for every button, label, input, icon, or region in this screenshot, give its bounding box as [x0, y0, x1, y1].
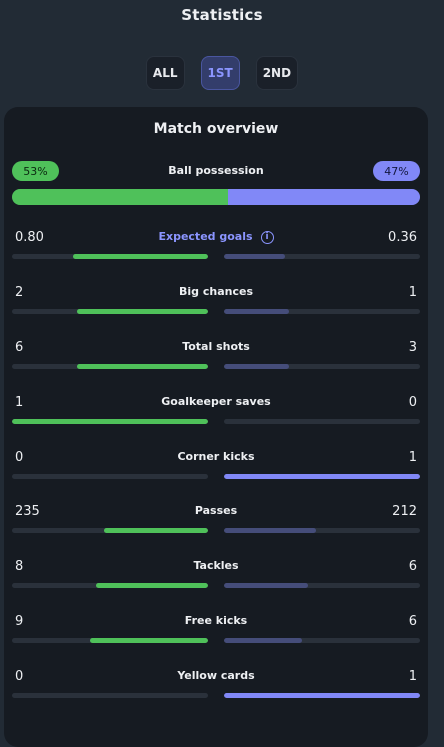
possession-bar-home: [12, 189, 229, 205]
stat-row: 6 Total shots 3: [12, 340, 420, 380]
home-bar-fill: [12, 419, 208, 424]
tab-2nd[interactable]: 2ND: [255, 56, 299, 90]
away-bar-track: [224, 528, 420, 533]
stat-label-text: Total shots: [182, 340, 250, 353]
home-bar-track: [12, 309, 208, 314]
away-bar-track: [224, 309, 420, 314]
period-tabs: ALL 1ST 2ND: [0, 56, 444, 90]
card-title: Match overview: [153, 121, 279, 137]
home-bar-fill: [90, 638, 208, 643]
stat-label: Free kicks: [12, 614, 420, 627]
stat-label-text: Yellow cards: [177, 669, 255, 682]
stat-label: Big chances: [12, 285, 420, 298]
home-value: 235: [15, 504, 40, 519]
stat-label-text: Goalkeeper saves: [161, 395, 271, 408]
page-title: Statistics: [181, 6, 263, 24]
home-value: 0: [15, 450, 24, 465]
possession-bar-away: [228, 189, 420, 205]
home-bar-track: [12, 693, 208, 698]
away-bar-track: [224, 638, 420, 643]
away-value: 1: [408, 285, 417, 300]
home-bar-track: [12, 364, 208, 369]
away-value: 6: [408, 559, 417, 574]
stat-label-text: Passes: [194, 504, 238, 517]
stat-row: 0 Corner kicks 1: [12, 450, 420, 490]
home-bar-track: [12, 419, 208, 424]
stat-row: 8 Tackles 6: [12, 559, 420, 599]
stat-label: Expected goals i: [12, 230, 420, 244]
stat-label: Passes: [12, 504, 420, 517]
stat-label-text: Corner kicks: [177, 450, 255, 463]
away-bar-fill: [224, 364, 289, 369]
stat-label-text: Big chances: [179, 285, 253, 298]
away-value: 6: [408, 614, 417, 629]
away-bar-fill: [224, 474, 420, 479]
home-bar-fill: [76, 364, 208, 369]
away-bar-fill: [224, 254, 285, 259]
away-value: 3: [408, 340, 417, 355]
home-value: 9: [15, 614, 24, 629]
stat-label: Yellow cards: [12, 669, 420, 682]
away-value: 0.36: [388, 230, 417, 245]
home-bar-fill: [76, 309, 208, 314]
away-bar-track: [224, 419, 420, 424]
away-bar-track: [224, 364, 420, 369]
stat-label: Goalkeeper saves: [12, 395, 420, 408]
home-bar-track: [12, 528, 208, 533]
stat-row: 0 Yellow cards 1: [12, 669, 420, 709]
home-bar-track: [12, 254, 208, 259]
away-value: 212: [392, 504, 417, 519]
ball-possession-row: 53% Ball possession 47%: [12, 161, 420, 211]
statistics-header: Statistics ALL 1ST 2ND: [0, 0, 444, 110]
home-value: 1: [15, 395, 24, 410]
home-bar-fill: [96, 583, 208, 588]
away-bar-fill: [224, 693, 420, 698]
home-value: 8: [15, 559, 24, 574]
away-possession-badge: 47%: [373, 161, 420, 181]
home-bar-fill: [104, 528, 208, 533]
home-possession-badge: 53%: [12, 161, 59, 181]
away-value: 1: [408, 669, 417, 684]
away-bar-track: [224, 583, 420, 588]
stat-label: Tackles: [12, 559, 420, 572]
home-bar-fill: [72, 254, 208, 259]
away-bar-fill: [224, 528, 317, 533]
stat-label-text: Expected goals: [158, 230, 253, 243]
possession-label: Ball possession: [168, 164, 264, 177]
tab-1st[interactable]: 1ST: [200, 56, 240, 90]
stat-row: 0.80 Expected goals i 0.36: [12, 230, 420, 270]
stat-row: 235 Passes 212: [12, 504, 420, 544]
away-bar-track: [224, 693, 420, 698]
info-icon[interactable]: i: [260, 230, 274, 244]
home-bar-track: [12, 474, 208, 479]
home-bar-track: [12, 638, 208, 643]
stat-label-text: Free kicks: [184, 614, 248, 627]
stat-label: Corner kicks: [12, 450, 420, 463]
stat-row: 1 Goalkeeper saves 0: [12, 395, 420, 435]
away-value: 0: [408, 395, 417, 410]
stat-label-text: Tackles: [193, 559, 239, 572]
match-overview-card: Match overview 53% Ball possession 47% 0…: [4, 107, 428, 747]
home-value: 2: [15, 285, 24, 300]
away-bar-fill: [224, 638, 303, 643]
stat-row: 9 Free kicks 6: [12, 614, 420, 654]
tab-all[interactable]: ALL: [145, 56, 185, 90]
stat-row: 2 Big chances 1: [12, 285, 420, 325]
away-bar-fill: [224, 583, 309, 588]
home-value: 6: [15, 340, 24, 355]
home-value: 0.80: [15, 230, 44, 245]
away-bar-track: [224, 474, 420, 479]
away-value: 1: [408, 450, 417, 465]
stat-label: Total shots: [12, 340, 420, 353]
home-value: 0: [15, 669, 24, 684]
home-bar-track: [12, 583, 208, 588]
away-bar-fill: [224, 309, 289, 314]
possession-bar: [12, 189, 420, 205]
away-bar-track: [224, 254, 420, 259]
